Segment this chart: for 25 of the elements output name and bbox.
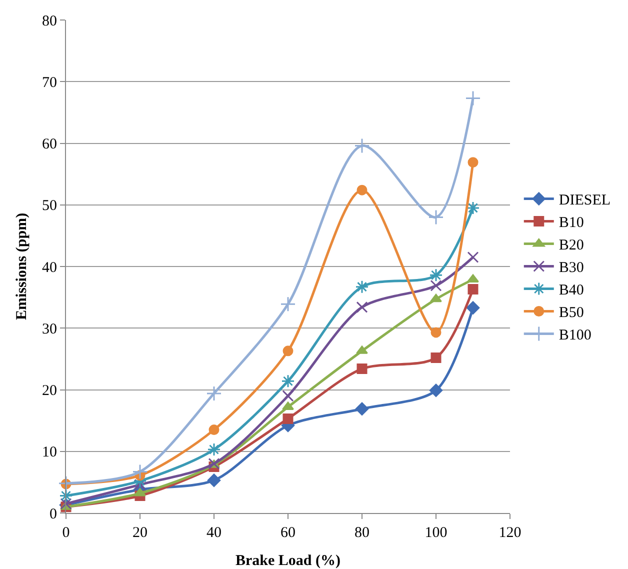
legend-label: B10 [558, 215, 584, 232]
x-tick-label: 120 [498, 525, 522, 541]
legend-label: B40 [558, 282, 584, 299]
y-tick-label: 60 [42, 136, 57, 152]
y-tick-label: 20 [42, 383, 57, 399]
y-tick-label: 80 [42, 13, 57, 30]
y-tick-label: 0 [50, 506, 57, 522]
x-tick-label: 100 [424, 525, 448, 541]
x-tick-label: 60 [280, 525, 296, 541]
legend-label: DIESEL [558, 192, 611, 209]
y-tick-label: 70 [42, 74, 57, 91]
y-tick-label: 10 [42, 444, 57, 461]
x-tick-label: 0 [62, 525, 70, 541]
legend-label: B50 [558, 305, 584, 322]
x-axis-title: Brake Load (%) [236, 553, 341, 569]
y-tick-label: 30 [42, 321, 57, 338]
y-tick-label: 50 [42, 198, 57, 214]
legend-label: B100 [558, 328, 592, 344]
y-axis-title: Emissions (ppm) [14, 212, 30, 320]
x-tick-label: 80 [354, 525, 370, 541]
x-tick-label: 40 [206, 525, 222, 541]
legend-label: B20 [558, 238, 584, 254]
x-tick-label: 20 [132, 525, 148, 541]
legend-label: B30 [558, 260, 584, 276]
y-tick-label: 40 [42, 260, 57, 276]
